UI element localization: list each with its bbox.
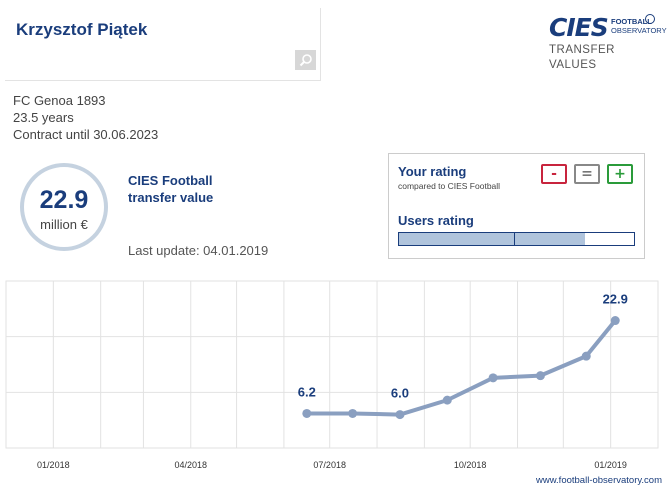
data-point: [610, 316, 620, 326]
data-point: [302, 408, 312, 418]
player-header: Krzysztof Piątek: [5, 8, 321, 81]
section-label: TRANSFER VALUES: [549, 44, 615, 71]
logo-brand: CIES: [549, 13, 609, 42]
transfer-value-amount: 22.9: [39, 186, 89, 214]
football-icon: [645, 14, 655, 24]
users-rating-marker: [514, 233, 516, 245]
search-icon: [299, 54, 312, 67]
player-name: Krzysztof Piątek: [16, 20, 148, 39]
transfer-value-unit: million €: [40, 217, 88, 232]
users-rating-label: Users rating: [398, 213, 474, 228]
last-update: Last update: 04.01.2019: [128, 243, 269, 258]
data-label: 6.0: [391, 386, 409, 401]
player-info: FC Genoa 1893 23.5 years Contract until …: [13, 92, 158, 143]
chart-frame: [5, 280, 659, 449]
data-point: [535, 371, 545, 381]
data-label: 22.9: [603, 292, 628, 307]
contract-end: Contract until 30.06.2023: [13, 127, 159, 142]
club-name: FC Genoa 1893: [13, 93, 106, 108]
logo-subtitle: FOOTBALL OBSERVATORY: [611, 17, 667, 35]
transfer-value-chart: 01/2018 04/2018 07/2018 10/2018 01/2019 6.2 6.…: [5, 280, 659, 470]
value-line: [304, 318, 618, 417]
website-link[interactable]: www.football-observatory.com: [535, 475, 662, 486]
users-rating-bar: [398, 232, 635, 246]
your-rating-label: Your rating: [398, 164, 467, 179]
data-point: [442, 395, 452, 405]
data-point: [395, 410, 405, 420]
data-point: [488, 373, 498, 383]
users-rating-fill: [399, 233, 585, 245]
rate-lower-button[interactable]: -: [541, 164, 567, 184]
x-tick-label: 04/2018: [174, 460, 207, 470]
data-point: [348, 408, 358, 418]
rate-higher-button[interactable]: +: [607, 164, 633, 184]
rating-panel: Your rating compared to CIES Football - …: [388, 153, 645, 259]
transfer-value-circle: 22.9 million €: [20, 163, 108, 251]
player-age: 23.5 years: [13, 110, 74, 125]
x-tick-label: 10/2018: [454, 460, 487, 470]
x-tick-label: 07/2018: [313, 460, 346, 470]
search-button[interactable]: [295, 50, 316, 70]
cies-value-title: CIES Football transfer value: [128, 173, 214, 205]
data-point: [581, 351, 591, 361]
compared-label: compared to CIES Football: [398, 181, 501, 191]
x-tick-label: 01/2019: [594, 460, 627, 470]
data-label: 6.2: [298, 384, 316, 399]
x-tick-label: 01/2018: [37, 460, 70, 470]
cies-logo[interactable]: CIES FOOTBALL OBSERVATORY TRANSFER VALUE…: [549, 13, 667, 75]
rate-equal-button[interactable]: =: [574, 164, 600, 184]
